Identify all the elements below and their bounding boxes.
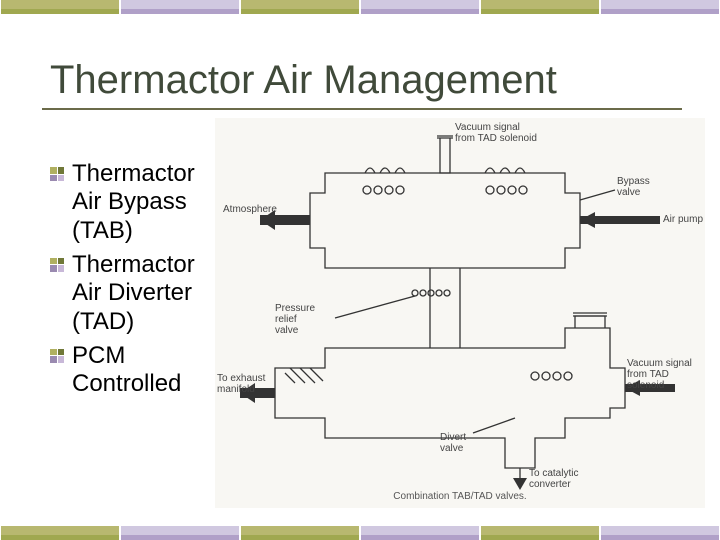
bullet-icon bbox=[50, 349, 64, 363]
bullet-text: Thermactor Air Bypass (TAB) bbox=[72, 160, 220, 245]
bottom-decor-bar bbox=[0, 526, 720, 540]
lbl-bypass: Bypassvalve bbox=[617, 176, 650, 198]
bullet-item: PCM Controlled bbox=[50, 342, 220, 399]
lbl-pressure: Pressurereliefvalve bbox=[275, 303, 315, 336]
slide-title: Thermactor Air Management bbox=[50, 58, 557, 103]
bullet-text: Thermactor Air Diverter (TAD) bbox=[72, 251, 220, 336]
lbl-divert: Divertvalve bbox=[440, 432, 466, 454]
bullet-text: PCM Controlled bbox=[72, 342, 220, 399]
bullet-list: Thermactor Air Bypass (TAB)Thermactor Ai… bbox=[50, 160, 220, 405]
lbl-vacuum-top: Vacuum signalfrom TAD solenoid bbox=[455, 122, 537, 144]
lbl-exhaust: To exhaustmanifold bbox=[217, 373, 265, 395]
lbl-catalytic: To catalyticconverter bbox=[529, 468, 578, 490]
lbl-atmosphere: Atmosphere bbox=[223, 204, 277, 215]
bullet-icon bbox=[50, 258, 64, 272]
bullet-item: Thermactor Air Bypass (TAB) bbox=[50, 160, 220, 245]
lbl-vacuum-side: Vacuum signalfrom TAD solenoid bbox=[627, 358, 705, 391]
bullet-item: Thermactor Air Diverter (TAD) bbox=[50, 251, 220, 336]
bullet-icon bbox=[50, 167, 64, 181]
diagram-caption: Combination TAB/TAD valves. bbox=[215, 491, 705, 502]
valve-diagram: Vacuum signalfrom TAD solenoid Atmospher… bbox=[215, 118, 705, 508]
title-underline bbox=[42, 108, 682, 110]
top-decor-bar bbox=[0, 0, 720, 14]
lbl-airpump: Air pump bbox=[663, 214, 703, 225]
